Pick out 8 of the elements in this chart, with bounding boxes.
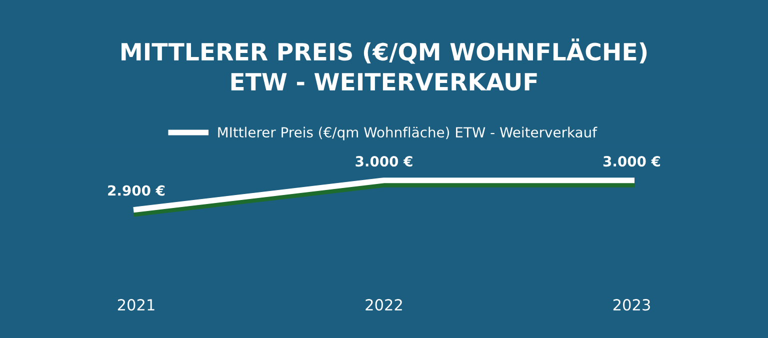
chart-title: MITTLERER PREIS (€/QM WOHNFLÄCHE) ETW - WEITERVERKAUF [122,38,647,91]
data-label: 3.000 € [356,156,412,167]
x-tick-label: 2021 [118,299,154,311]
data-label: 3.000 € [603,156,660,167]
data-label: 2.900 € [108,185,165,196]
x-tick-label: 2022 [366,299,402,311]
x-tick-label: 2023 [613,299,650,311]
legend-label: MIttlerer Preis (€/qm Wohnfläche) ETW - Weiterverkauf [218,126,598,140]
